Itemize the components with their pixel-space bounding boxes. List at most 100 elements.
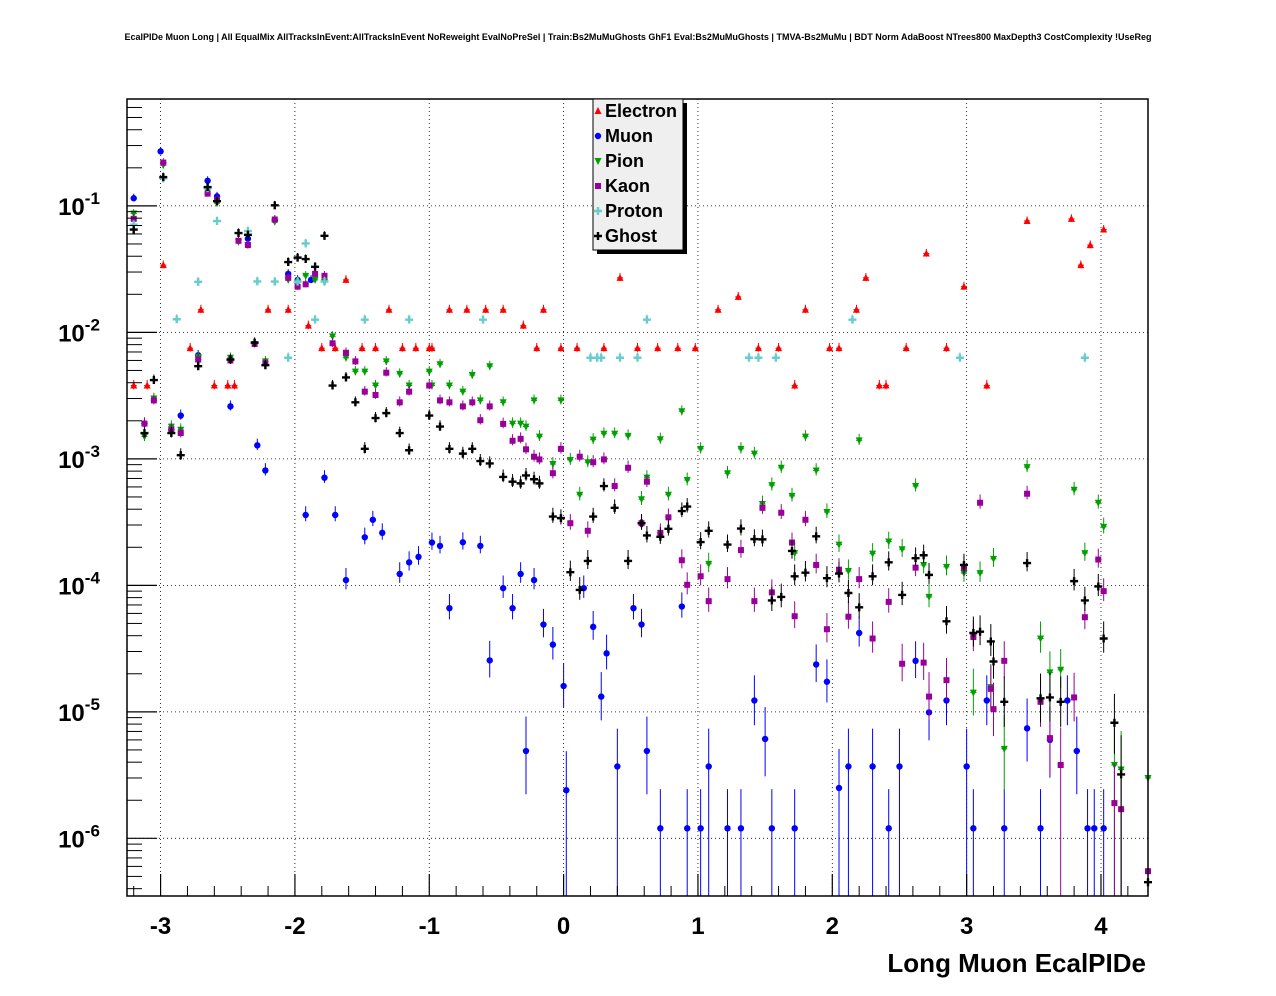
muon-point — [705, 763, 712, 770]
ghost-point — [194, 362, 203, 371]
proton-point — [479, 315, 488, 324]
electron-point — [875, 381, 883, 389]
kaon-point — [990, 706, 997, 713]
electron-point — [600, 344, 608, 352]
kaon-point — [342, 349, 349, 356]
kaon-point — [705, 598, 712, 605]
ghost-point — [1080, 596, 1089, 605]
kaon-point — [1095, 556, 1102, 563]
muon-point — [963, 763, 970, 770]
kaon-point — [522, 446, 529, 453]
electron-point — [775, 344, 783, 352]
ghost-point — [959, 560, 968, 569]
ghost-point — [203, 183, 212, 192]
ghost-point — [844, 589, 853, 598]
x-tick-label: -3 — [150, 913, 171, 940]
kaon-point — [885, 598, 892, 605]
pion-point — [396, 370, 404, 378]
ghost-point — [566, 568, 575, 577]
proton-point — [955, 353, 964, 362]
pion-point — [624, 432, 632, 440]
muon-point — [436, 542, 444, 550]
muon-point — [1064, 697, 1071, 704]
kaon-point — [813, 561, 820, 568]
ghost-point — [1110, 718, 1119, 727]
kaon-point — [678, 557, 685, 564]
muon-point — [405, 559, 413, 566]
electron-point — [674, 344, 682, 352]
kaon-point — [160, 159, 167, 166]
ghost-point — [213, 197, 222, 206]
y-tick-label: 10-2 — [58, 315, 100, 347]
ghost-point — [1117, 770, 1126, 779]
pion-point — [557, 397, 565, 405]
series-ghost — [129, 172, 1152, 896]
ghost-point — [812, 532, 821, 541]
kaon-point — [791, 613, 798, 620]
x-axis-title: Long Muon EcalPIDe — [887, 948, 1146, 978]
ghost-point — [425, 411, 434, 420]
series-pion — [130, 160, 1152, 896]
muon-point — [678, 603, 686, 610]
kaon-point — [235, 237, 242, 244]
kaon-point — [1081, 614, 1088, 621]
axis-ticks — [127, 106, 1129, 896]
muon-point — [812, 661, 820, 668]
kaon-point — [697, 573, 704, 580]
electron-point — [224, 381, 232, 389]
legend-proton-label: Proton — [605, 201, 663, 221]
muon-point — [477, 542, 484, 550]
electron-point — [143, 381, 151, 389]
muon-point — [724, 825, 731, 832]
electron-point — [862, 273, 870, 281]
pion-point — [311, 276, 319, 284]
proton-point — [616, 353, 625, 362]
muon-point — [684, 825, 691, 832]
muon-point — [885, 825, 892, 832]
series-electron — [130, 214, 1108, 390]
kaon-point — [987, 685, 994, 692]
ghost-point — [677, 507, 686, 516]
kaon-point — [1046, 735, 1053, 742]
muon-point — [1091, 825, 1098, 832]
y-tick-label: 10-3 — [58, 442, 100, 474]
muon-point — [415, 553, 422, 561]
electron-point — [304, 321, 312, 329]
pion-point — [942, 563, 950, 571]
pion-point — [812, 467, 820, 475]
kaon-point — [294, 283, 301, 290]
grid — [127, 99, 1148, 896]
kaon-point — [1111, 800, 1118, 807]
x-tick-label: 3 — [960, 913, 973, 940]
ghost-point — [911, 554, 920, 563]
series-muon — [130, 146, 1107, 896]
kaon-point — [406, 388, 413, 395]
pion-point — [382, 358, 390, 366]
kaon-point — [643, 478, 650, 485]
pion-point — [1037, 635, 1045, 643]
kaon-point — [396, 399, 403, 406]
ghost-point — [750, 535, 759, 544]
electron-point — [159, 261, 167, 269]
pion-point — [361, 368, 369, 376]
ghost-point — [1070, 577, 1079, 586]
ghost-point — [989, 657, 998, 666]
legend-pion-label: Pion — [605, 151, 644, 171]
ghost-point — [176, 451, 185, 460]
kaon-point — [802, 516, 809, 523]
legend-kaon-label: Kaon — [605, 176, 650, 196]
ghost-point — [624, 556, 633, 565]
ghost-point — [530, 475, 539, 484]
pion-point — [342, 354, 350, 362]
electron-point — [533, 344, 541, 352]
ghost-point — [1099, 634, 1108, 643]
kaon-point — [531, 453, 538, 460]
pion-point — [302, 272, 310, 280]
kaon-point — [625, 464, 632, 471]
electron-point — [734, 292, 742, 300]
muon-point — [459, 539, 467, 546]
electron-point — [852, 305, 860, 313]
kaon-point — [737, 547, 744, 554]
electron-point — [318, 344, 326, 352]
